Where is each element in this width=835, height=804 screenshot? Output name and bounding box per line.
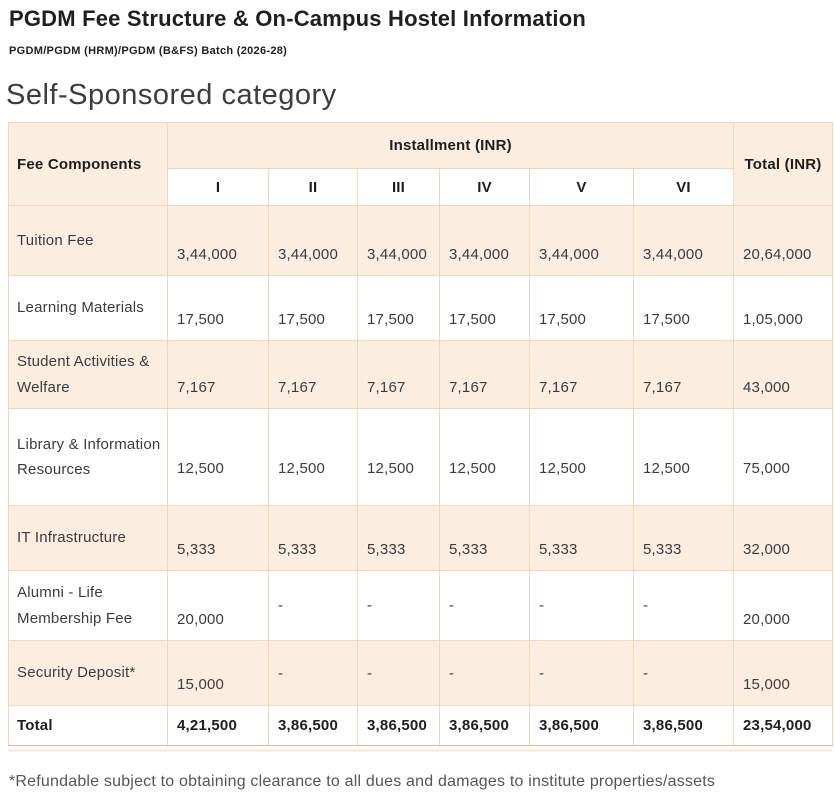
installment-cell: - — [268, 640, 358, 707]
header-installment-5: V — [529, 168, 634, 207]
total-row-label: Total — [8, 705, 168, 747]
table-header-row-group: Fee Components Installment (INR) Total (… — [8, 122, 834, 207]
table-row-tuition-fee: Tuition Fee 3,44,000 3,44,000 3,44,000 3… — [8, 205, 834, 277]
installment-cell: 7,167 — [439, 340, 530, 410]
installment-cell: 3,44,000 — [439, 205, 530, 277]
total-installment-cell: 4,21,500 — [167, 705, 269, 747]
table-row-security-deposit: Security Deposit* 15,000 - - - - - 15,00… — [8, 640, 834, 707]
total-installment-cell: 3,86,500 — [268, 705, 358, 747]
row-label: Student Activities & Welfare — [8, 340, 168, 410]
installment-cell: 15,000 — [167, 640, 269, 707]
page-title: PGDM Fee Structure & On-Campus Hostel In… — [9, 6, 586, 31]
installment-cell: - — [357, 570, 440, 642]
installment-cell: 20,000 — [167, 570, 269, 642]
refundable-footnote: *Refundable subject to obtaining clearan… — [9, 773, 716, 791]
installment-cell: 17,500 — [632, 275, 735, 342]
installment-cell: 17,500 — [357, 275, 440, 342]
installment-cell: 12,500 — [529, 408, 634, 507]
installment-cell: 17,500 — [268, 275, 358, 342]
installment-cell: - — [439, 570, 530, 642]
row-label: Library & Information Resources — [8, 408, 168, 507]
installment-cell: 5,333 — [529, 505, 634, 572]
total-installment-cell: 3,86,500 — [357, 705, 440, 747]
grand-total-cell: 23,54,000 — [733, 705, 834, 747]
installment-cell: 17,500 — [529, 275, 634, 342]
table-row-alumni-membership: Alumni - Life Membership Fee 20,000 - - … — [8, 570, 834, 642]
row-total-cell: 20,000 — [733, 570, 834, 642]
table-header-row-installments: I II III IV V VI — [9, 168, 833, 207]
installment-cell: 3,44,000 — [268, 205, 358, 277]
header-installment-4: IV — [439, 168, 530, 207]
installment-cell: 12,500 — [167, 408, 269, 507]
total-installment-cell: 3,86,500 — [529, 705, 634, 747]
header-installment-2: II — [268, 168, 358, 207]
row-total-cell: 43,000 — [733, 340, 834, 410]
row-total-cell: 15,000 — [733, 640, 834, 707]
row-label: Learning Materials — [8, 275, 168, 342]
table-bottom-accent-strip — [8, 749, 832, 753]
row-total-cell: 75,000 — [733, 408, 834, 507]
installment-cell: - — [529, 570, 634, 642]
table-row-library-resources: Library & Information Resources 12,500 1… — [8, 408, 834, 507]
installment-cell: 12,500 — [439, 408, 530, 507]
installment-cell: 5,333 — [357, 505, 440, 572]
row-label: IT Infrastructure — [8, 505, 168, 572]
header-installment-6: VI — [632, 168, 735, 207]
installment-cell: 7,167 — [632, 340, 735, 410]
table-row-grand-total: Total 4,21,500 3,86,500 3,86,500 3,86,50… — [8, 705, 834, 747]
installment-cell: 7,167 — [357, 340, 440, 410]
installment-cell: - — [632, 570, 735, 642]
installment-cell: - — [439, 640, 530, 707]
table-row-learning-materials: Learning Materials 17,500 17,500 17,500 … — [8, 275, 834, 342]
row-label: Security Deposit* — [8, 640, 168, 707]
installment-cell: 5,333 — [167, 505, 269, 572]
installment-cell: - — [357, 640, 440, 707]
row-label: Tuition Fee — [8, 205, 168, 277]
table-row-it-infrastructure: IT Infrastructure 5,333 5,333 5,333 5,33… — [8, 505, 834, 572]
installment-cell: 3,44,000 — [529, 205, 634, 277]
row-total-cell: 32,000 — [733, 505, 834, 572]
row-total-cell: 20,64,000 — [733, 205, 834, 277]
row-label: Alumni - Life Membership Fee — [8, 570, 168, 642]
installment-cell: 3,44,000 — [167, 205, 269, 277]
fee-structure-table: Fee Components Installment (INR) Total (… — [8, 122, 834, 747]
installment-cell: 12,500 — [632, 408, 735, 507]
installment-cell: 3,44,000 — [632, 205, 735, 277]
installment-cell: - — [632, 640, 735, 707]
table-row-student-activities: Student Activities & Welfare 7,167 7,167… — [8, 340, 834, 410]
header-fee-components: Fee Components — [8, 122, 168, 207]
installment-cell: 5,333 — [268, 505, 358, 572]
installment-cell: - — [529, 640, 634, 707]
installment-cell: 7,167 — [529, 340, 634, 410]
header-installment-1: I — [167, 168, 269, 207]
installment-cell: - — [268, 570, 358, 642]
row-total-cell: 1,05,000 — [733, 275, 834, 342]
installment-cell: 7,167 — [268, 340, 358, 410]
installment-cell: 12,500 — [268, 408, 358, 507]
total-installment-cell: 3,86,500 — [632, 705, 735, 747]
batch-subtitle: PGDM/PGDM (HRM)/PGDM (B&FS) Batch (2026-… — [9, 45, 288, 58]
installment-cell: 12,500 — [357, 408, 440, 507]
section-heading-self-sponsored: Self-Sponsored category — [6, 79, 337, 112]
header-installment-group: Installment (INR) — [166, 122, 735, 170]
installment-cell: 17,500 — [167, 275, 269, 342]
total-installment-cell: 3,86,500 — [439, 705, 530, 747]
installment-cell: 5,333 — [439, 505, 530, 572]
installment-cell: 7,167 — [167, 340, 269, 410]
header-installment-3: III — [357, 168, 440, 207]
installment-cell: 3,44,000 — [357, 205, 440, 277]
header-total-inr: Total (INR) — [733, 122, 834, 207]
installment-cell: 17,500 — [439, 275, 530, 342]
installment-cell: 5,333 — [632, 505, 735, 572]
